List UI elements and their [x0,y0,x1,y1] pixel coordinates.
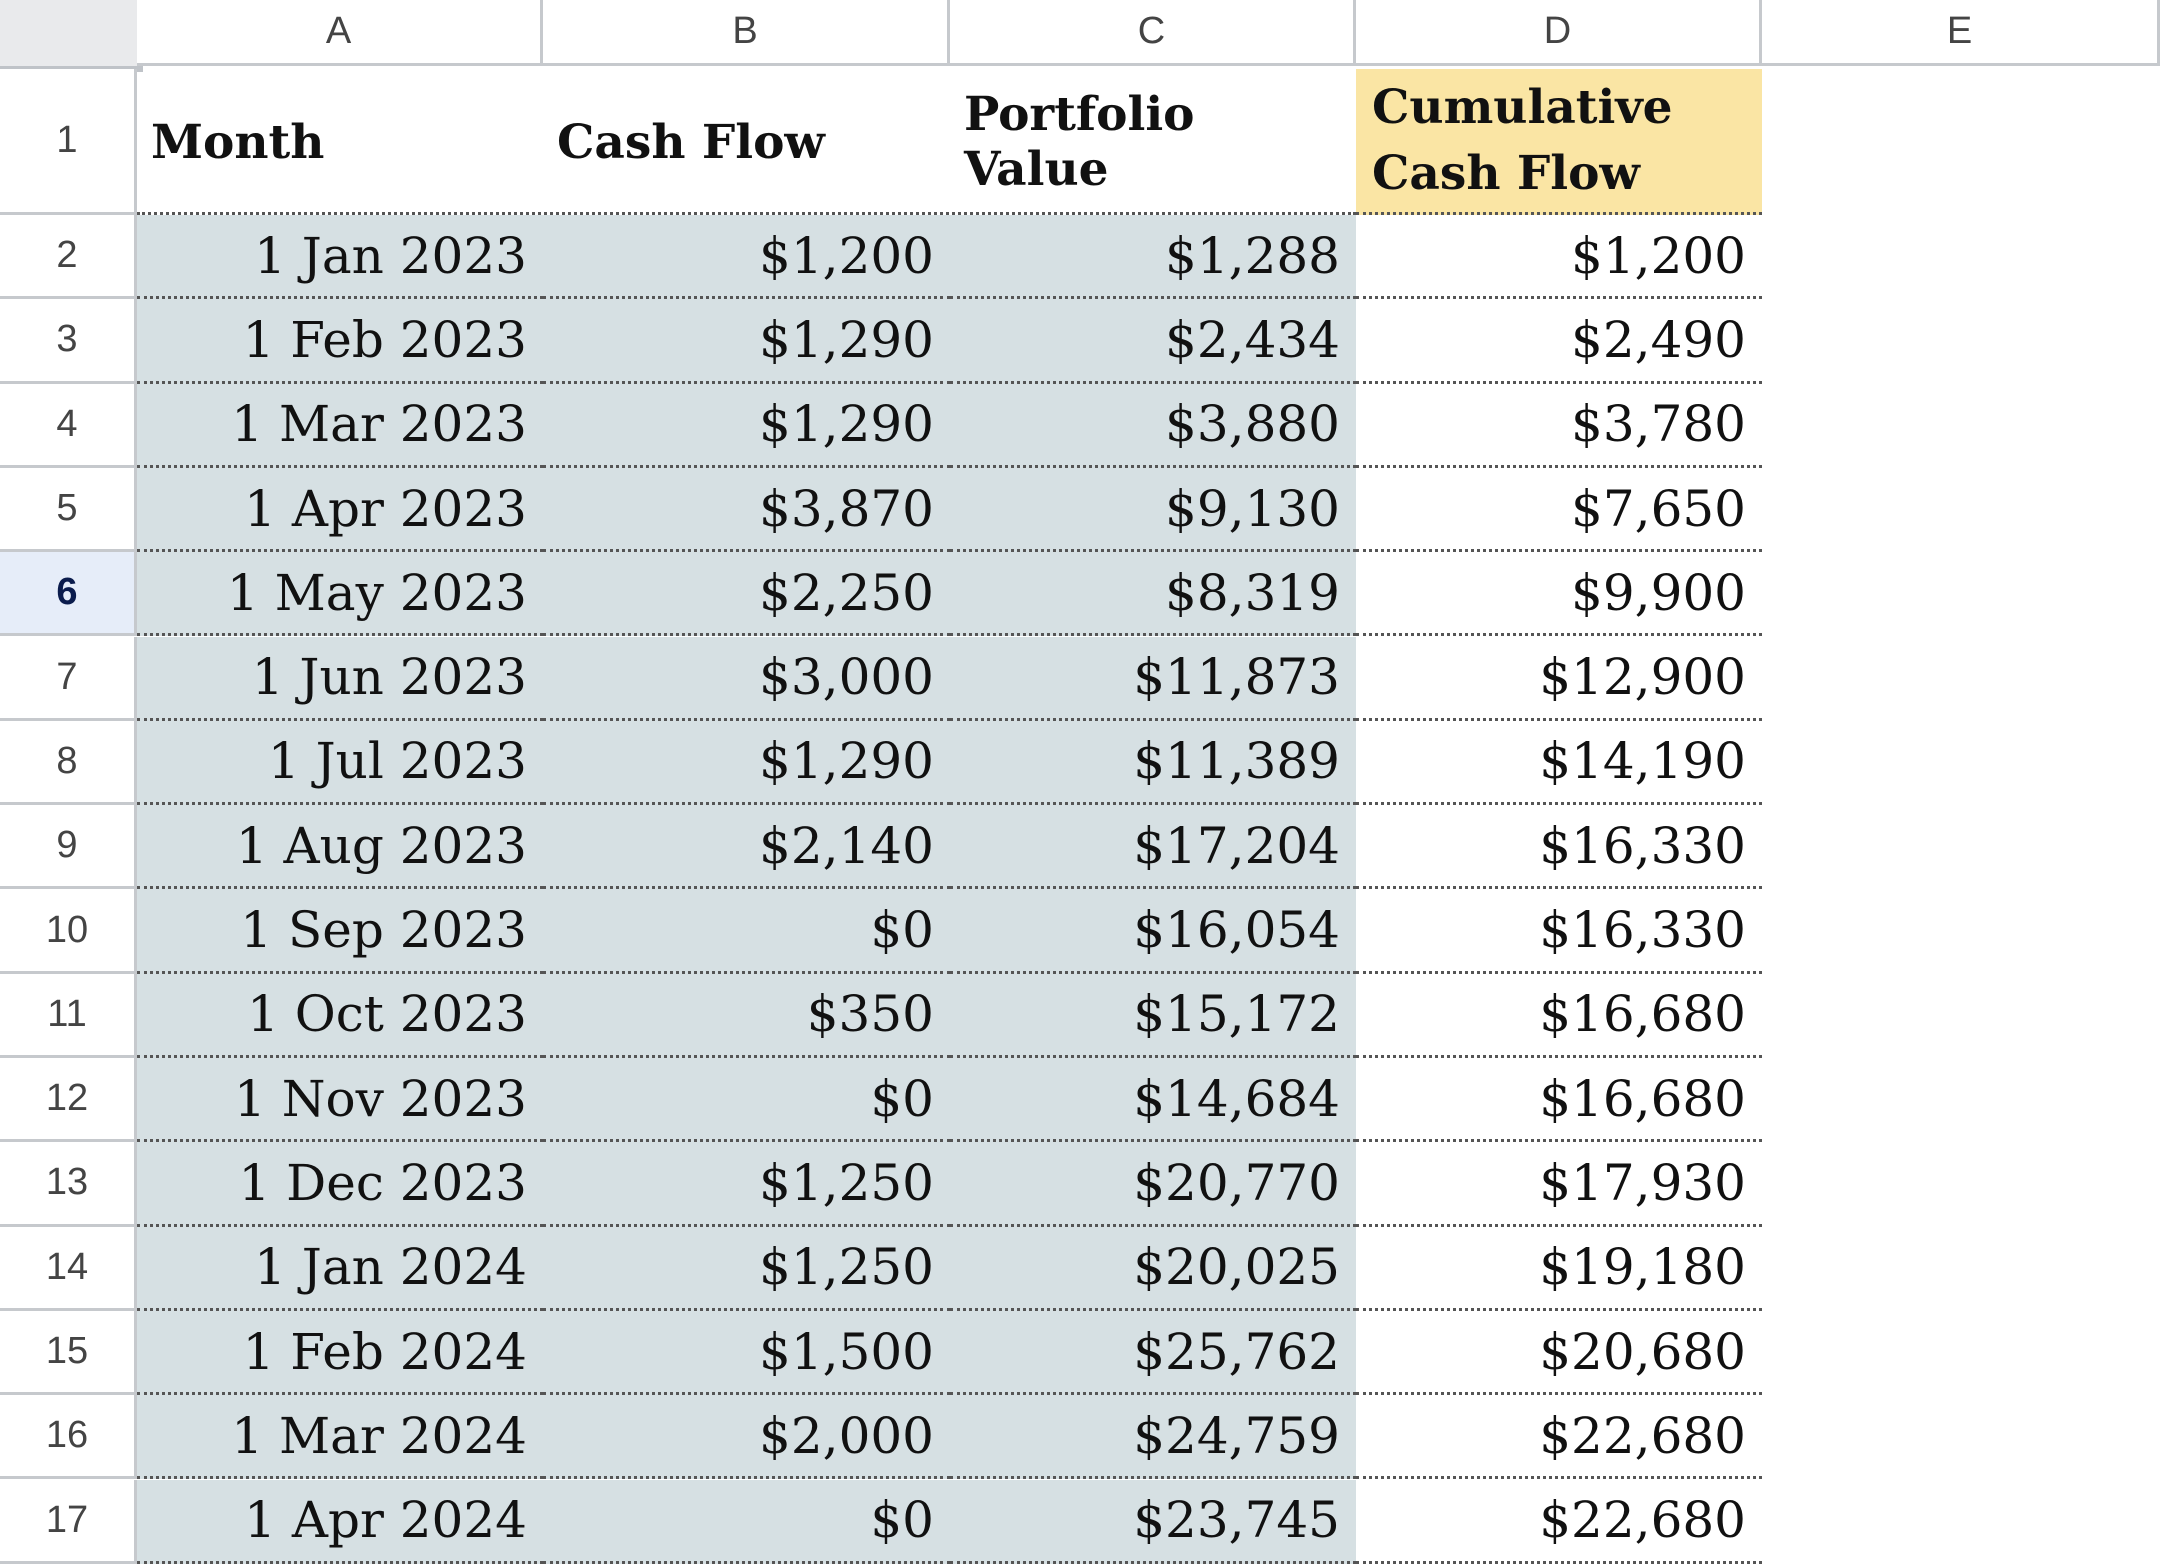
row-header-7[interactable]: 7 [0,636,137,721]
cell-d6[interactable]: $9,900 [1356,552,1762,637]
cell-b15[interactable]: $1,500 [543,1310,950,1396]
cell-c14[interactable]: $20,025 [950,1226,1356,1311]
row-header-4[interactable]: 4 [0,383,137,468]
select-all-corner[interactable] [0,0,143,72]
cell-c6[interactable]: $8,319 [950,552,1356,637]
cell-b4[interactable]: $1,290 [543,383,950,468]
column-header-b[interactable]: B [543,0,950,66]
header-empty-e[interactable] [1762,69,2160,215]
row-header-15[interactable]: 15 [0,1310,137,1396]
cell-b14[interactable]: $1,250 [543,1226,950,1311]
cell-c9[interactable]: $17,204 [950,805,1356,890]
cell-b3[interactable]: $1,290 [543,299,950,384]
cell-c11[interactable]: $15,172 [950,973,1356,1058]
cell-d9[interactable]: $16,330 [1356,805,1762,890]
cell-d2[interactable]: $1,200 [1356,215,1762,300]
row-header-8[interactable]: 8 [0,720,137,806]
row-header-13[interactable]: 13 [0,1142,137,1227]
cell-c8[interactable]: $11,389 [950,720,1356,806]
header-cumulative-cumulative-line2: Cash Flow [1372,145,1640,201]
cell-a15[interactable]: 1 Feb 2024 [137,1310,543,1396]
header-cash-flow[interactable]: Cash Flow [557,114,825,170]
column-header-d[interactable]: D [1356,0,1762,66]
header-month[interactable]: Month [151,114,325,170]
cell-d8[interactable]: $14,190 [1356,721,1762,806]
header-portfolio-value[interactable]: Portfolio Value [964,87,1195,197]
cell-a9[interactable]: 1 Aug 2023 [137,805,543,890]
cell-a4[interactable]: 1 Mar 2023 [137,383,543,468]
cell-d3[interactable]: $2,490 [1356,299,1762,384]
cell-d4[interactable]: $3,780 [1356,384,1762,468]
cell-c4[interactable]: $3,880 [950,383,1356,468]
cell-a11[interactable]: 1 Oct 2023 [137,973,543,1058]
row-header-5[interactable]: 5 [0,467,137,553]
cell-c15[interactable]: $25,762 [950,1310,1356,1396]
cell-b12[interactable]: $0 [543,1058,950,1143]
cell-d7[interactable]: $12,900 [1356,637,1762,721]
cell-a13[interactable]: 1 Dec 2023 [137,1142,543,1227]
cell-b6[interactable]: $2,250 [543,552,950,637]
row-header-10[interactable]: 10 [0,889,137,974]
cell-d12[interactable]: $16,680 [1356,1058,1762,1143]
cell-d13[interactable]: $17,930 [1356,1142,1762,1227]
row-header-11[interactable]: 11 [0,973,137,1058]
cell-a8[interactable]: 1 Jul 2023 [137,720,543,806]
cell-b9[interactable]: $2,140 [543,805,950,890]
cell-d11[interactable]: $16,680 [1356,974,1762,1058]
cell-d5[interactable]: $7,650 [1356,468,1762,553]
row-header-12[interactable]: 12 [0,1058,137,1143]
cell-a3[interactable]: 1 Feb 2023 [137,299,543,384]
cell-d14[interactable]: $19,180 [1356,1227,1762,1311]
row-header-17[interactable]: 17 [0,1479,137,1564]
cell-c10[interactable]: $16,054 [950,889,1356,974]
cell-b11[interactable]: $350 [543,973,950,1058]
cell-c5[interactable]: $9,130 [950,467,1356,553]
cell-d16[interactable]: $22,680 [1356,1395,1762,1480]
cell-a16[interactable]: 1 Mar 2024 [137,1395,543,1480]
cell-c17[interactable]: $23,745 [950,1479,1356,1564]
cell-c13[interactable]: $20,770 [950,1142,1356,1227]
cell-a14[interactable]: 1 Jan 2024 [137,1226,543,1311]
cell-c2[interactable]: $1,288 [950,215,1356,300]
cell-a12[interactable]: 1 Nov 2023 [137,1058,543,1143]
cell-a10[interactable]: 1 Sep 2023 [137,889,543,974]
header-cumulative-cumulative-line1: Cumulative [1372,79,1673,135]
header-cumulative-cash-flow[interactable]: Cumulative Cash Flow [1356,69,1762,215]
row-header-2[interactable]: 2 [0,215,137,300]
row-header-9[interactable]: 9 [0,805,137,890]
row-header-16[interactable]: 16 [0,1395,137,1480]
cell-b5[interactable]: $3,870 [543,467,950,553]
cell-b8[interactable]: $1,290 [543,720,950,806]
cell-d17[interactable]: $22,680 [1356,1480,1762,1564]
cell-a5[interactable]: 1 Apr 2023 [137,467,543,553]
cell-b16[interactable]: $2,000 [543,1395,950,1480]
cell-a17[interactable]: 1 Apr 2024 [137,1479,543,1564]
header-row-divider [137,212,1356,218]
cell-b13[interactable]: $1,250 [543,1142,950,1227]
cell-c7[interactable]: $11,873 [950,636,1356,721]
cell-d15[interactable]: $20,680 [1356,1311,1762,1396]
cell-a2[interactable]: 1 Jan 2023 [137,215,543,300]
cell-c3[interactable]: $2,434 [950,299,1356,384]
cell-b7[interactable]: $3,000 [543,636,950,721]
cell-d10[interactable]: $16,330 [1356,889,1762,974]
cell-a6[interactable]: 1 May 2023 [137,552,543,637]
row-header-3[interactable]: 3 [0,299,137,384]
column-header-a[interactable]: A [137,0,543,66]
cell-c16[interactable]: $24,759 [950,1395,1356,1480]
cell-b2[interactable]: $1,200 [543,215,950,300]
row-header-6[interactable]: 6 [0,552,137,637]
column-header-c[interactable]: C [950,0,1356,66]
column-header-e[interactable]: E [1762,0,2160,66]
cell-a7[interactable]: 1 Jun 2023 [137,636,543,721]
cell-b10[interactable]: $0 [543,889,950,974]
cell-b17[interactable]: $0 [543,1479,950,1564]
cell-c12[interactable]: $14,684 [950,1058,1356,1143]
row-header-1[interactable]: 1 [0,69,137,215]
row-header-14[interactable]: 14 [0,1226,137,1311]
